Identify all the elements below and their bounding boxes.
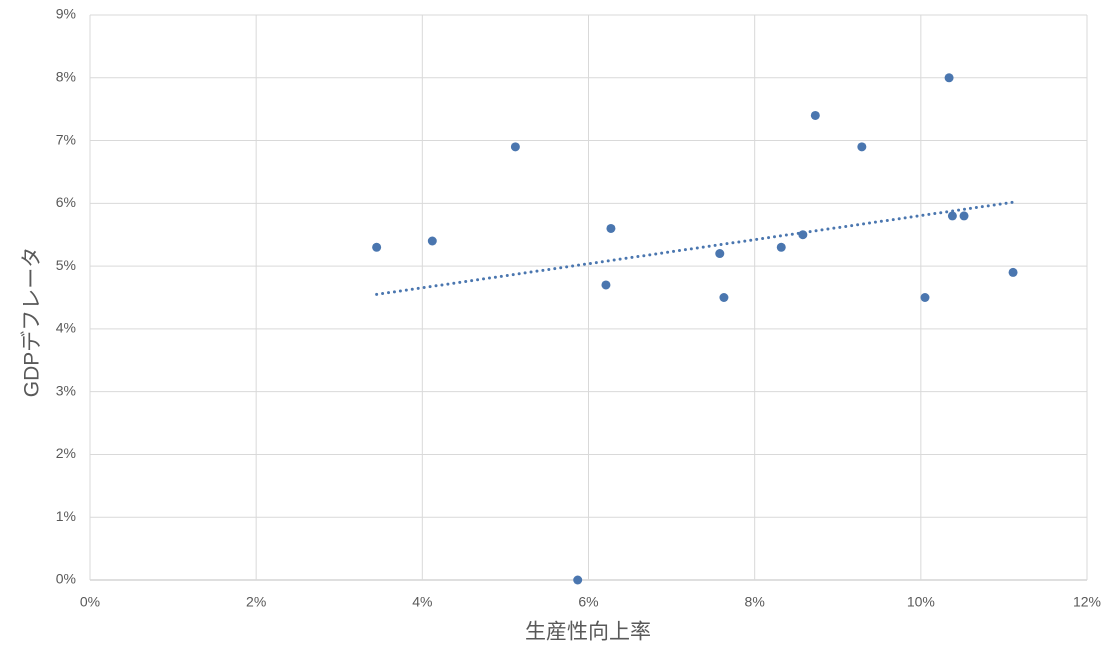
- y-tick-label: 9%: [56, 6, 76, 22]
- y-tick-label: 3%: [56, 382, 76, 398]
- point: [1008, 267, 1018, 277]
- point: [810, 110, 820, 120]
- y-tick-label: 0%: [56, 571, 76, 587]
- y-tick-label: 8%: [56, 68, 76, 84]
- point: [857, 142, 867, 152]
- y-tick-label: 1%: [56, 508, 76, 524]
- point: [920, 293, 930, 302]
- trendline: [375, 200, 1015, 296]
- point: [372, 242, 382, 252]
- x-tick-label: 8%: [745, 594, 765, 610]
- point: [573, 575, 583, 585]
- point: [959, 211, 969, 221]
- point: [715, 249, 725, 259]
- point: [776, 242, 786, 252]
- y-tick-label: 2%: [56, 445, 76, 461]
- point: [510, 142, 520, 152]
- x-tick-label: 4%: [412, 594, 432, 610]
- x-tick-label: 2%: [246, 594, 266, 610]
- x-tick-label: 10%: [907, 594, 935, 610]
- y-tick-label: 6%: [56, 194, 76, 210]
- point: [947, 211, 957, 221]
- x-tick-label: 6%: [578, 594, 598, 610]
- point: [601, 280, 611, 290]
- y-tick-label: 4%: [56, 320, 76, 336]
- point: [719, 293, 729, 302]
- x-tick-label: 0%: [80, 594, 100, 610]
- y-tick-label: 7%: [56, 131, 76, 147]
- point: [427, 236, 437, 246]
- y-tick-label: 5%: [56, 257, 76, 273]
- x-axis-title: 生産性向上率: [525, 621, 651, 644]
- point: [798, 230, 808, 240]
- point: [944, 73, 954, 83]
- point: [606, 223, 616, 233]
- y-axis-title: GDPデフレータ: [21, 247, 44, 398]
- x-tick-label: 12%: [1073, 594, 1101, 610]
